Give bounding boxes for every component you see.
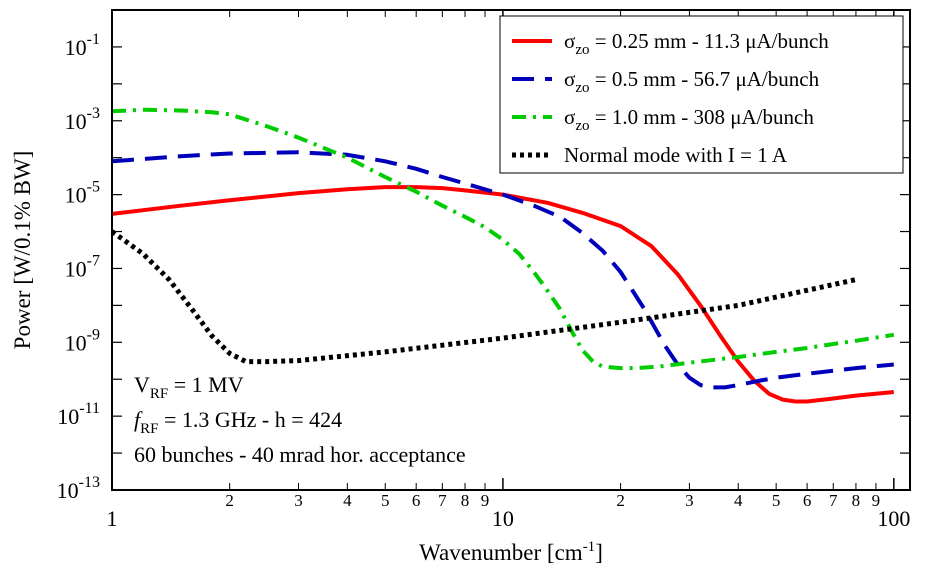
x-minor-tick-label: 9 (481, 491, 490, 510)
x-minor-tick-label: 7 (438, 491, 447, 510)
x-minor-tick-label: 4 (734, 491, 743, 510)
x-minor-tick-label: 6 (412, 491, 421, 510)
y-tick-label: 10-1 (65, 31, 100, 60)
legend-label-3: σzo = 1.0 mm - 308 μA/bunch (564, 105, 814, 134)
x-minor-tick-label: 9 (872, 491, 881, 510)
series-line-2 (111, 150, 894, 390)
y-tick-label: 10-13 (57, 474, 100, 503)
x-minor-tick-label: 4 (343, 491, 352, 510)
x-minor-tick-label: 7 (829, 491, 838, 510)
plot-frame (111, 9, 911, 491)
x-tick-label: 10 (492, 506, 514, 531)
plot-marks (110, 107, 895, 404)
y-axis-title: Power [W/0.1% BW] (10, 151, 35, 350)
x-minor-tick-label: 5 (772, 491, 781, 510)
y-tick-label: 10-9 (65, 326, 100, 355)
y-tick-label: 10-11 (57, 400, 100, 429)
annotation-3: 60 bunches - 40 mrad hor. acceptance (134, 442, 466, 467)
x-axis-title: Wavenumber [cm-1] (419, 539, 603, 565)
legend-label-4: Normal mode with I = 1 A (564, 143, 788, 167)
x-minor-tick-label: 6 (803, 491, 812, 510)
x-minor-tick-label: 8 (461, 491, 470, 510)
annotation-1: VRF = 1 MV (134, 372, 244, 402)
y-tick-label: 10-3 (65, 105, 100, 134)
legend-label-1: σzo = 0.25 mm - 11.3 μA/bunch (564, 29, 829, 58)
series-line-1 (111, 185, 894, 404)
series-line-4 (110, 229, 857, 365)
x-minor-tick-label: 2 (225, 491, 234, 510)
legend-box (499, 15, 904, 174)
x-minor-tick-label: 2 (616, 491, 625, 510)
legend: σzo = 0.25 mm - 11.3 μA/bunch σzo = 0.5 m… (499, 15, 904, 174)
x-minor-tick-label: 3 (294, 491, 303, 510)
series-line-3 (111, 107, 895, 371)
x-tick-label: 100 (877, 506, 910, 531)
y-tick-label: 10-5 (65, 179, 100, 208)
x-tick-label: 1 (107, 506, 118, 531)
annotations: VRF = 1 MV fRF = 1.3 GHz - h = 424 60 bunc… (134, 372, 466, 467)
annotation-2: fRF = 1.3 GHz - h = 424 (134, 407, 342, 437)
y-tick-label: 10-7 (65, 252, 100, 281)
x-minor-tick-label: 8 (852, 491, 861, 510)
legend-label-2: σzo = 0.5 mm - 56.7 μA/bunch (564, 67, 820, 96)
x-minor-tick-label: 5 (381, 491, 390, 510)
x-minor-tick-label: 3 (685, 491, 694, 510)
